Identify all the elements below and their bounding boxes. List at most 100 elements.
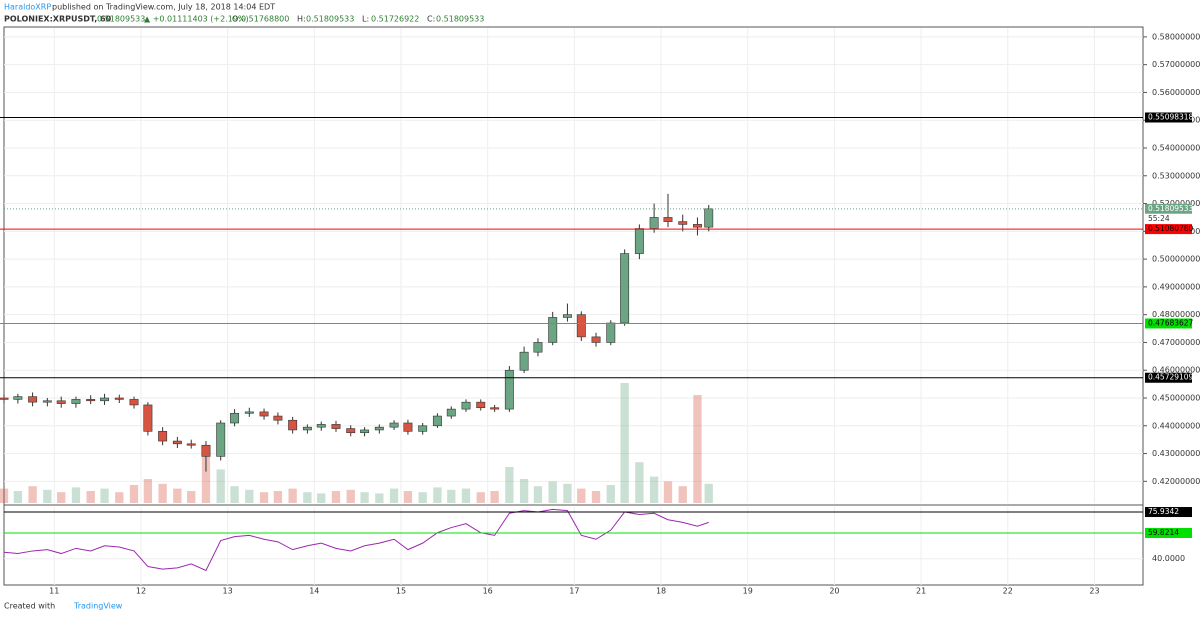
volume-bar — [548, 481, 557, 503]
volume-bar — [13, 491, 23, 503]
y-tick-label: 0.49000000 — [1152, 282, 1200, 291]
volume-bar — [259, 492, 269, 503]
volume-bar — [403, 491, 413, 503]
current-price-tag — [1145, 203, 1192, 214]
candle-body — [663, 217, 673, 222]
candle-body — [288, 419, 298, 431]
candle-body — [403, 422, 413, 432]
price-tag — [1145, 224, 1192, 235]
candle-body — [389, 422, 399, 428]
x-tick-label: 21 — [916, 587, 926, 596]
candle-body — [56, 400, 66, 404]
candle-body — [201, 444, 211, 457]
candle-body — [476, 401, 486, 409]
rsi-level-tag — [1145, 507, 1192, 518]
candle-body — [302, 426, 312, 431]
candle-body — [562, 314, 572, 318]
volume-bar — [331, 491, 341, 503]
candle-body — [86, 399, 96, 402]
volume-bar — [288, 488, 297, 503]
rsi-level-tag — [1145, 527, 1192, 538]
volume-bar — [158, 483, 167, 503]
y-tick-label: 40.0000 — [1152, 554, 1185, 563]
ohlc-value: 0.51768800 — [241, 15, 289, 24]
published: published on TradingView.com, July 18, 2… — [52, 3, 275, 12]
candle-body — [129, 399, 139, 406]
y-tick-label: 0.44000000 — [1152, 421, 1200, 430]
price-label: 0.55098318 — [1148, 112, 1194, 121]
volume-bar — [490, 491, 499, 503]
volume-bar — [346, 489, 355, 503]
brand[interactable]: TradingView — [73, 602, 123, 611]
candle-body — [704, 208, 714, 228]
y-tick-label: 0.56000000 — [1152, 88, 1200, 97]
y-tick-label: 0.47000000 — [1152, 338, 1200, 347]
candle-body — [533, 342, 543, 353]
countdown-label: 55:24 — [1148, 214, 1170, 223]
candle-body — [692, 224, 702, 228]
volume-bar — [86, 491, 95, 503]
y-tick-label: 0.52000000 — [1152, 199, 1200, 208]
candle-body — [230, 412, 240, 424]
x-tick-label: 17 — [569, 587, 579, 596]
candle-body — [634, 228, 644, 254]
volume-bar — [678, 486, 687, 503]
volume-bar — [533, 486, 543, 503]
volume-bar — [201, 455, 211, 503]
y-tick-label: 0.46000000 — [1152, 366, 1200, 375]
x-tick-label: 16 — [483, 587, 493, 596]
change: ▲ +0.01111403 (+2.19%) — [144, 15, 249, 24]
x-tick-label: 11 — [49, 587, 59, 596]
symbol: POLONIEX:XRPUSDT, 60 — [4, 15, 112, 24]
price-tag — [1145, 372, 1192, 383]
candle-body — [316, 424, 326, 428]
last-price: 0.51809533 — [97, 15, 145, 24]
x-tick-label: 19 — [743, 587, 753, 596]
y-tick-label: 0.54000000 — [1152, 144, 1200, 153]
candle-body — [114, 397, 124, 400]
price-tag — [1145, 112, 1192, 123]
volume-bar — [693, 395, 702, 503]
labels: 11 12 13 14 15 16 17 18 19 20 21 22 23 0.42000000 0.43… — [49, 32, 1200, 595]
candle-body — [649, 217, 659, 229]
volume-bar — [100, 488, 109, 503]
grid — [4, 28, 1143, 585]
y-tick-label: 0.48000000 — [1152, 310, 1200, 319]
ohlc-label: H: — [297, 15, 306, 24]
volume-bar — [187, 491, 196, 503]
footer: Created with — [4, 602, 55, 611]
rsi-level-label: 75.9342 — [1148, 507, 1179, 516]
volume-bar — [649, 476, 659, 503]
volume-bar — [245, 489, 254, 503]
candle-body — [548, 317, 558, 343]
candle-body — [143, 404, 153, 432]
volume-bar — [461, 488, 471, 503]
current-price-label: 0.51809533 — [1148, 204, 1194, 213]
y-tick-label: 0.50000000 — [1152, 255, 1200, 264]
candle-body — [432, 415, 442, 427]
countdown-tag — [1145, 213, 1192, 224]
candle-body — [0, 397, 9, 400]
price-label: 0.51080780 — [1148, 224, 1194, 233]
volume-bar — [216, 469, 225, 503]
candle-body — [259, 411, 269, 417]
x-tick-label: 20 — [829, 587, 839, 596]
y-tick-label: 0.53000000 — [1152, 171, 1200, 180]
volume-bar — [577, 488, 586, 503]
candle-body — [446, 408, 456, 417]
author[interactable]: HaraldoXRP — [4, 3, 51, 12]
y-tick-label: 0.42000000 — [1152, 477, 1200, 486]
plot-frame — [3, 26, 1144, 586]
x-tick-label: 15 — [396, 587, 406, 596]
y-tick-label: 0.43000000 — [1152, 449, 1200, 458]
volume-bar — [71, 487, 81, 503]
y-tick-label: 0.45000000 — [1152, 394, 1200, 403]
candle-body — [331, 424, 341, 429]
volume-bar — [375, 493, 384, 503]
volume-bar — [0, 488, 9, 503]
candle-body — [71, 399, 81, 404]
volume-bar — [317, 493, 326, 503]
volume-bar — [129, 485, 139, 503]
y-tick-label: 0.57000000 — [1152, 60, 1200, 69]
